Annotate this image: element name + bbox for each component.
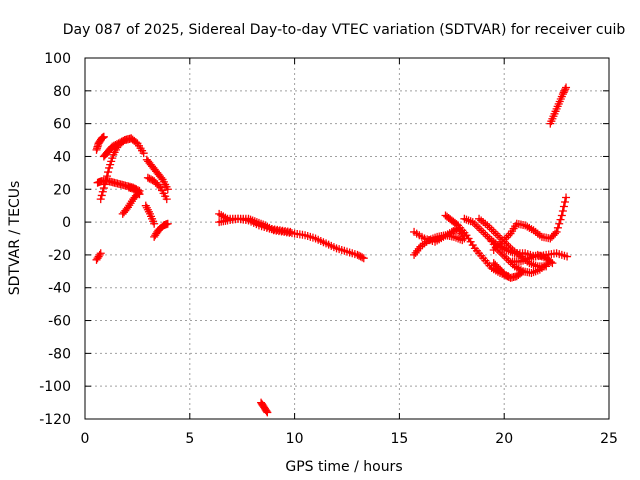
data-point: [556, 215, 565, 224]
series-arc-14: [257, 398, 272, 417]
data-point: [262, 407, 271, 416]
data-point: [558, 207, 567, 216]
data-point: [359, 254, 368, 263]
x-tick-label: 25: [600, 431, 618, 447]
x-axis-label: GPS time / hours: [285, 459, 402, 475]
data-point: [286, 227, 295, 236]
y-tick-label: -80: [48, 346, 71, 362]
data-point: [551, 229, 560, 238]
series-arc-11: [92, 249, 105, 264]
data-point: [555, 219, 564, 228]
data-point: [103, 172, 112, 181]
x-tick-label: 5: [185, 431, 194, 447]
data-point: [139, 149, 148, 158]
x-tick-label: 15: [390, 431, 408, 447]
data-point: [104, 168, 113, 177]
y-tick-label: 0: [62, 215, 71, 231]
data-point: [98, 187, 107, 196]
data-point: [553, 223, 562, 232]
data-point: [97, 191, 106, 200]
x-tick-label: 10: [286, 431, 304, 447]
data-point: [96, 249, 105, 258]
y-tick-label: 100: [44, 51, 71, 67]
data-point: [563, 252, 572, 261]
data-point: [358, 253, 367, 262]
series-arc-7: [141, 201, 159, 228]
series-arc-23: [508, 250, 557, 268]
series-arc-10: [150, 219, 172, 241]
data-point: [519, 267, 528, 276]
data-point: [154, 181, 163, 190]
data-point: [263, 408, 272, 417]
data-point: [452, 220, 461, 229]
y-tick-label: -20: [48, 248, 71, 264]
data-point: [99, 132, 108, 141]
x-tick-label: 0: [81, 431, 90, 447]
series-arc-21: [489, 259, 528, 282]
y-tick-label: 40: [53, 149, 71, 165]
series-arc-13: [215, 214, 295, 236]
data-point: [560, 197, 569, 206]
y-tick-label: 60: [53, 117, 71, 133]
data-point: [157, 173, 166, 182]
data-point: [100, 180, 109, 189]
data-point: [150, 219, 159, 228]
series-arc-9: [143, 173, 171, 204]
data-point: [163, 219, 172, 228]
series-arc-6: [125, 183, 144, 199]
data-point: [99, 184, 108, 193]
data-point: [552, 227, 561, 236]
y-tick-label: -40: [48, 281, 71, 297]
data-point: [163, 185, 172, 194]
data-point: [127, 134, 136, 143]
data-point: [134, 188, 143, 197]
y-tick-labels: -120 -100 -80 -60 -40 -20 0 20 40 60 80 100: [39, 51, 71, 428]
data-point: [546, 257, 555, 266]
x-tick-label: 20: [495, 431, 513, 447]
data-point: [557, 211, 566, 220]
series-arc-5: [118, 188, 143, 218]
data-point: [135, 190, 144, 199]
data-point: [95, 250, 104, 259]
data-point: [162, 195, 171, 204]
chart-title: Day 087 of 2025, Sidereal Day-to-day VTE…: [63, 22, 626, 38]
series-arc-8: [142, 155, 172, 194]
data-point: [96, 195, 105, 204]
data-point: [517, 268, 526, 277]
series-arc-24: [546, 83, 571, 128]
y-tick-label: 80: [53, 84, 71, 100]
series-arc-4: [99, 134, 136, 161]
plot-frame: [84, 57, 610, 420]
data-point: [548, 259, 557, 268]
series-arc-1: [92, 132, 108, 154]
data-point: [562, 193, 571, 202]
data-point: [101, 176, 110, 185]
data-point: [464, 216, 473, 225]
grid: [85, 58, 609, 419]
y-tick-label: -100: [39, 379, 71, 395]
data-point: [562, 83, 571, 92]
x-tick-labels: 0 5 10 15 20 25: [81, 431, 618, 447]
y-tick-label: -120: [39, 412, 71, 428]
y-axis-label: SDTVAR / TECUs: [7, 181, 23, 296]
axis-ticks: [84, 57, 610, 420]
data-point: [561, 85, 570, 94]
y-tick-label: 20: [53, 182, 71, 198]
y-tick-label: -60: [48, 314, 71, 330]
series-arc-22: [489, 193, 571, 254]
data-series: [92, 83, 572, 417]
data-point: [559, 202, 568, 211]
